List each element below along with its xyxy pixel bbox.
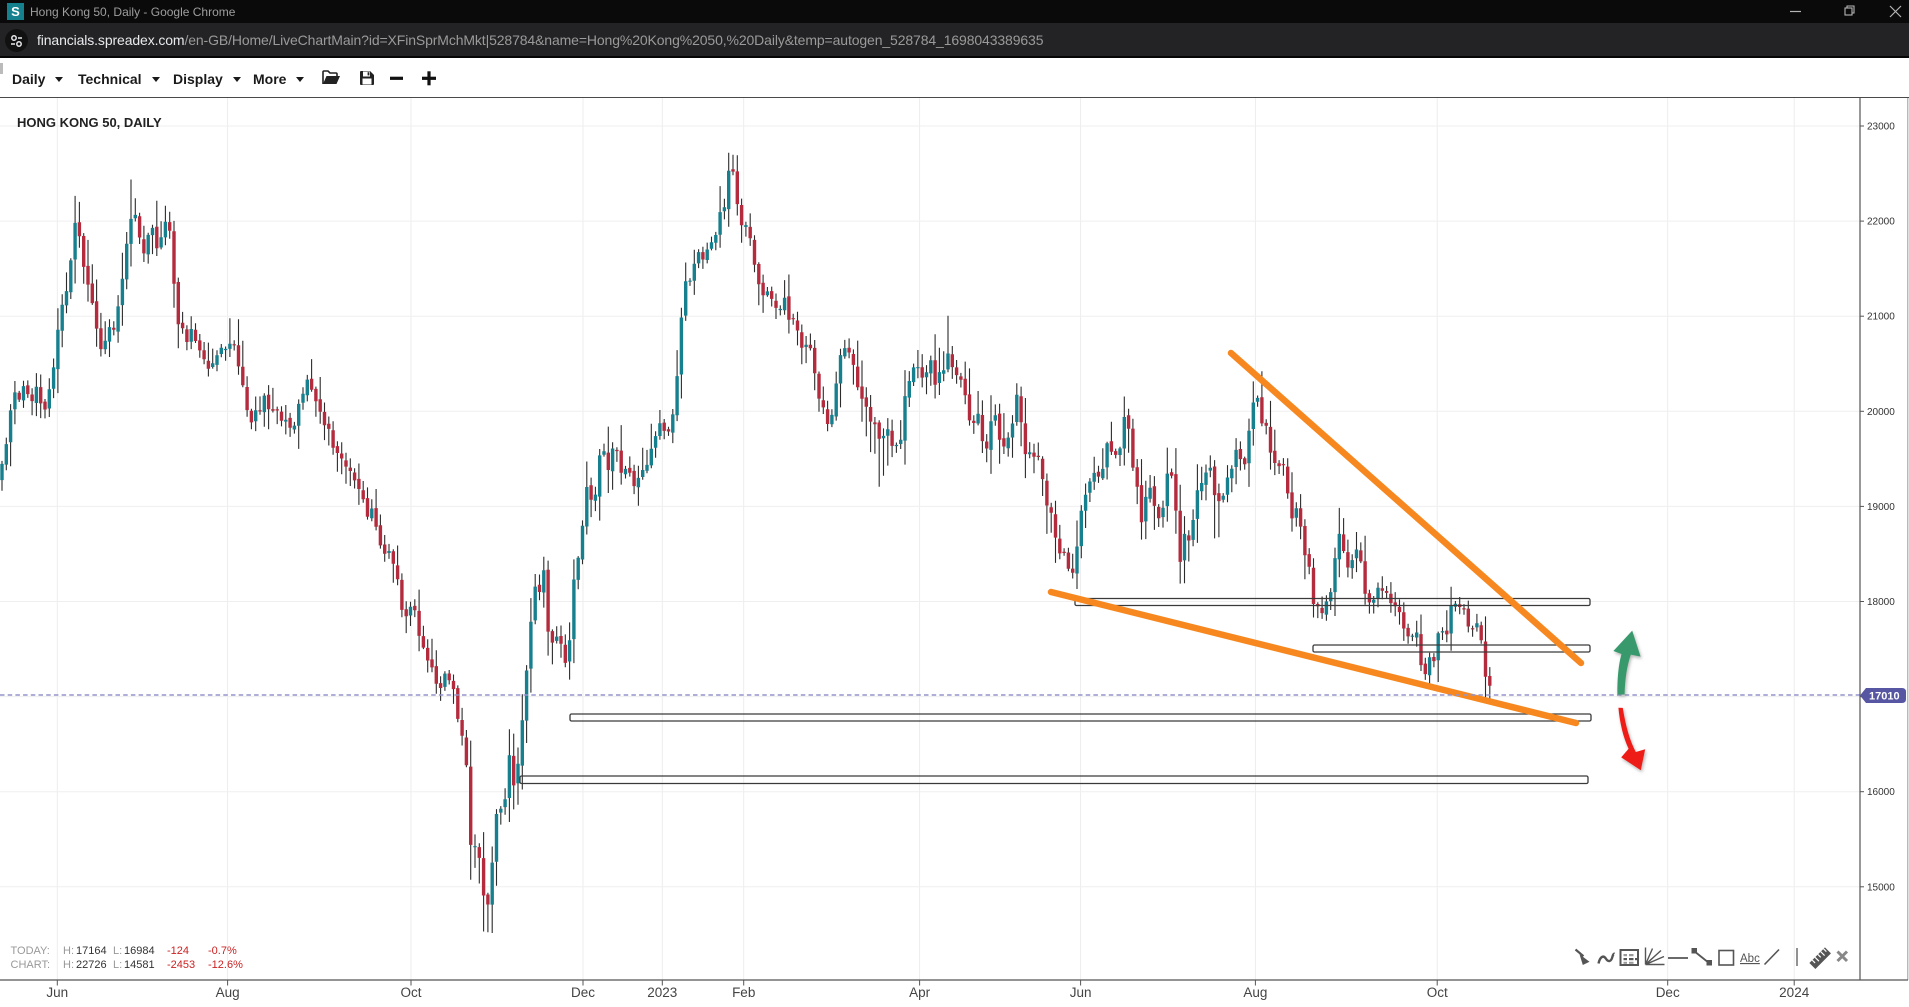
svg-text:Apr: Apr: [909, 985, 931, 1000]
svg-text:H:: H:: [63, 959, 74, 971]
svg-text:18000: 18000: [1867, 597, 1895, 608]
svg-text:-12.6%: -12.6%: [208, 959, 243, 971]
svg-text:2023: 2023: [647, 985, 677, 1000]
svg-text:15000: 15000: [1867, 882, 1895, 893]
svg-text:22726: 22726: [76, 959, 107, 971]
svg-text:22000: 22000: [1867, 217, 1895, 228]
svg-text:Oct: Oct: [1427, 985, 1448, 1000]
svg-text:Oct: Oct: [400, 985, 421, 1000]
svg-text:Feb: Feb: [732, 985, 755, 1000]
svg-text:Dec: Dec: [571, 985, 595, 1000]
svg-text:19000: 19000: [1867, 502, 1895, 513]
svg-text:23000: 23000: [1867, 122, 1895, 133]
svg-text:Aug: Aug: [1243, 985, 1267, 1000]
svg-text:21000: 21000: [1867, 312, 1895, 323]
svg-text:Dec: Dec: [1656, 985, 1680, 1000]
svg-text:Aug: Aug: [216, 985, 240, 1000]
svg-text:Jun: Jun: [1070, 985, 1092, 1000]
svg-text:H:: H:: [63, 945, 74, 957]
svg-text:L:: L:: [113, 945, 122, 957]
svg-text:-0.7%: -0.7%: [208, 945, 237, 957]
svg-text:17164: 17164: [76, 945, 107, 957]
svg-text:Jun: Jun: [46, 985, 68, 1000]
svg-text:20000: 20000: [1867, 407, 1895, 418]
svg-text:17010: 17010: [1869, 691, 1900, 703]
svg-text:CHART:: CHART:: [11, 959, 51, 971]
svg-text:-124: -124: [167, 945, 189, 957]
svg-text:L:: L:: [113, 959, 122, 971]
svg-text:TODAY:: TODAY:: [11, 945, 50, 957]
svg-text:14581: 14581: [124, 959, 155, 971]
svg-text:16984: 16984: [124, 945, 155, 957]
svg-text:2024: 2024: [1779, 985, 1810, 1000]
svg-text:Abc: Abc: [1740, 953, 1760, 965]
svg-text:HONG KONG 50, DAILY: HONG KONG 50, DAILY: [17, 115, 162, 130]
svg-text:-2453: -2453: [167, 959, 195, 971]
svg-text:16000: 16000: [1867, 787, 1895, 798]
